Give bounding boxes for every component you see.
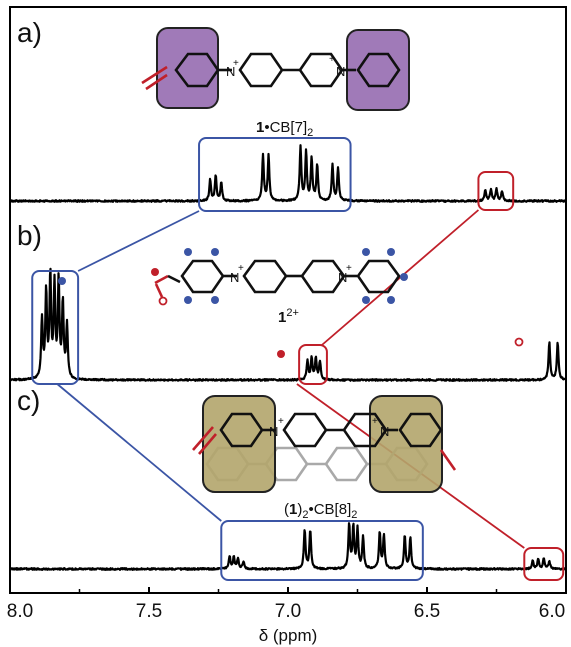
marker-blue [184,296,192,304]
x-axis-title: δ (ppm) [259,626,318,645]
benzene-ring-b1 [180,259,225,294]
cb8-host-right [369,395,443,493]
x-axis: 8.0 7.5 7.0 6.5 6.0 [7,587,567,622]
charge-a1: + [233,58,239,69]
marker-blue [362,296,370,304]
complex-label-b: 12+ [278,307,299,326]
nitrogen-c1: N [269,424,278,439]
complex-label-c: (1)2•CB[8]2 [284,501,357,521]
marker-blue [362,248,370,256]
pyridinium-ring-c1 [282,412,328,448]
highlight-boxes [31,137,565,581]
connector-aromatic-bc [56,383,222,522]
nitrogen-b2: N [338,270,347,285]
pyridinium-ring-b1 [242,259,288,294]
complex-label-a: 1•CB[7]2 [256,119,313,139]
charge-a2: + [329,54,335,65]
x-tick-label: 7.0 [275,601,301,622]
nitrogen-b1: N [230,270,239,285]
x-tick-label: 8.0 [7,601,33,622]
structure-c: N + N + (1)2•CB[8]2 [192,395,457,521]
benzene-ring-c2 [398,412,443,448]
panel-label-c: c) [17,385,40,416]
highlight-box-c-aldehyde [523,547,565,581]
pyridinium-ring-a1 [238,52,284,88]
peak-marker-red-open [514,337,524,347]
structure-b: N + N + 12+ [151,248,408,326]
nitrogen-c2: N [380,424,389,439]
highlight-box-c-aromatic [220,520,424,581]
spectrum-traces [9,144,567,571]
charge-c2: + [372,416,378,427]
marker-blue [387,248,395,256]
marker-blue [211,248,219,256]
nitrogen-a2: N [336,64,345,79]
marker-red-filled [151,268,159,276]
peak-marker-blue [58,277,66,285]
spectrum-b [9,267,567,382]
connector-aromatic-ab [77,210,200,272]
highlight-box-b-aldehyde [298,344,328,385]
x-tick-label: 6.5 [414,601,440,622]
nitrogen-a1: N [226,64,235,79]
marker-blue [211,296,219,304]
cb8-host-left [202,395,276,493]
benzene-ring-a2 [356,52,401,88]
highlight-box-a-aromatic [198,137,352,212]
marker-blue [387,296,395,304]
structure-a: N + N + 1•CB[7]2 [141,27,410,139]
marker-blue [184,248,192,256]
x-tick-label: 7.5 [136,601,162,622]
benzene-ring-b2 [356,259,401,294]
marker-blue [400,273,408,281]
panel-label-a: a) [17,17,42,48]
highlight-box-b-aromatic [31,270,80,385]
panel-label-b: b) [17,220,42,251]
peak-marker-red-filled [277,350,285,358]
spectrum-a [9,144,567,203]
highlight-box-a-aldehyde [477,171,515,211]
charge-c1: + [278,416,284,427]
spectrum-c [9,522,567,571]
marker-red-open [158,296,168,306]
charge-b2: + [346,263,352,274]
charge-b1: + [238,263,244,274]
x-tick-label: 6.0 [539,601,565,622]
